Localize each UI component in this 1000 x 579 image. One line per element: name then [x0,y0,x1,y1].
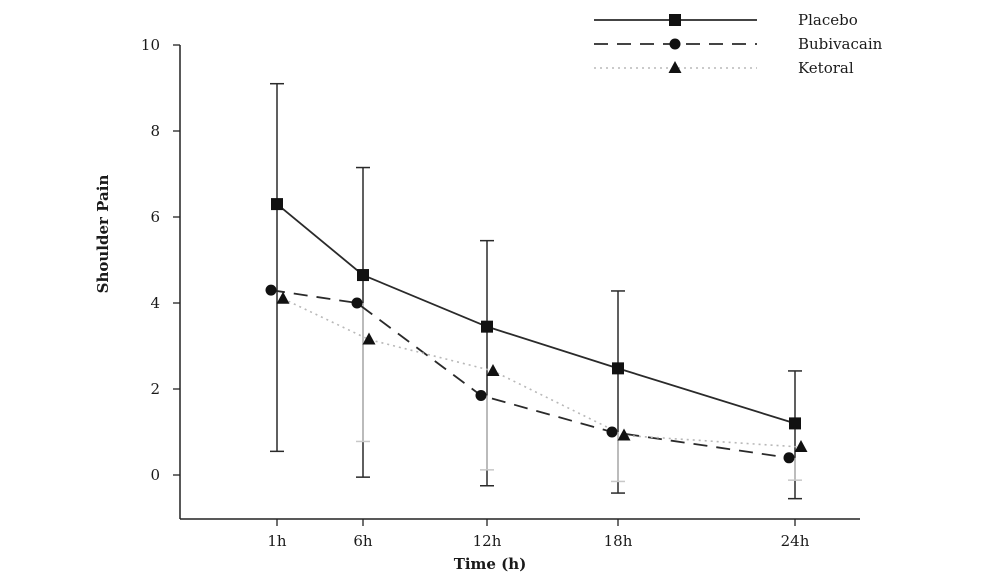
legend-marker-ketoral [668,61,682,73]
marker-placebo [357,269,369,282]
legend-label-bubivacain: Bubivacain [798,35,883,53]
series-markers [265,198,808,464]
marker-placebo [612,362,624,375]
legend-label-placebo: Placebo [798,11,858,29]
x-tick-label: 12h [473,532,502,550]
legend-marker-placebo [669,14,681,26]
marker-bubivacain [351,297,363,309]
marker-placebo [789,417,801,430]
x-axis-title: Time (h) [454,555,527,573]
marker-placebo [271,198,283,211]
x-tick-label: 24h [781,532,810,550]
marker-bubivacain [475,389,487,401]
y-tick-label: 6 [150,208,160,226]
axes: 0 2 4 6 8 10 1h 6h 12h 18h 24h [141,36,860,550]
y-tick-label: 8 [150,122,160,140]
x-tick-label: 6h [353,532,373,550]
series-line-ketoral [282,297,802,448]
marker-ketoral [276,291,290,304]
y-axis-title: Shoulder Pain [94,175,112,294]
legend-marker-bubivacain [669,38,681,50]
series-line-bubivacain [270,289,790,459]
marker-ketoral [362,332,376,345]
x-tick-label: 1h [267,532,287,550]
marker-bubivacain [265,284,277,296]
marker-placebo [481,320,493,333]
marker-ketoral [486,363,500,376]
y-tick-label: 2 [150,380,160,398]
y-tick-label: 4 [150,294,160,312]
y-tick-label: 0 [150,466,160,484]
series-line-placebo [276,203,796,425]
series-lines [270,203,802,459]
x-tick-label: 18h [604,532,633,550]
error-bars [270,82,802,500]
y-tick-label: 10 [141,36,160,54]
legend-label-ketoral: Ketoral [798,59,854,77]
marker-ketoral [794,440,808,453]
marker-bubivacain [606,426,618,438]
marker-ketoral [617,428,631,441]
marker-bubivacain [783,452,795,464]
legend: Placebo Bubivacain Ketoral [594,11,883,77]
